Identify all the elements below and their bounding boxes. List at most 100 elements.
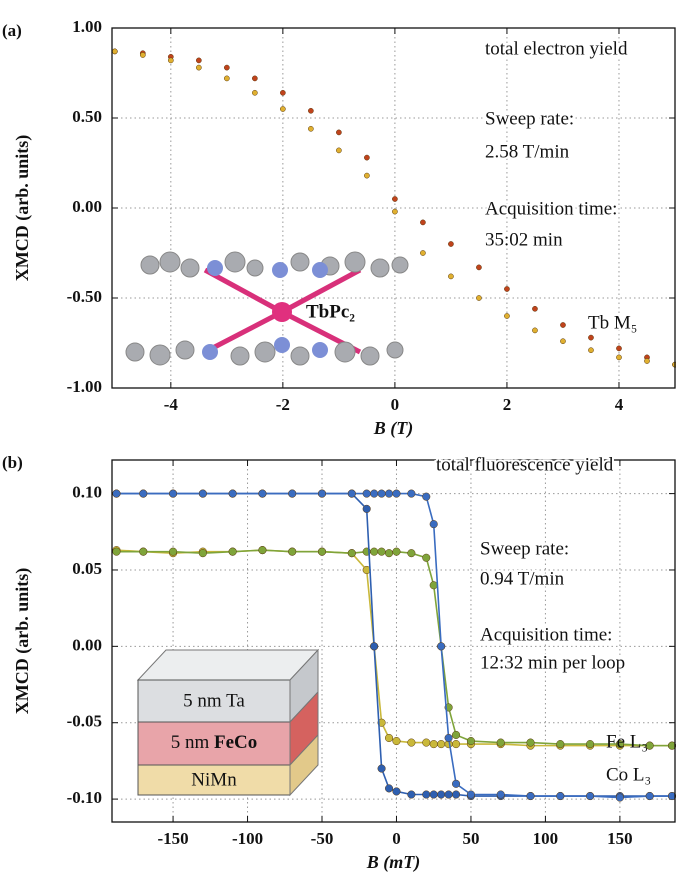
data-point <box>384 549 394 558</box>
y-tick-label: -0.10 <box>67 788 102 807</box>
data-point <box>384 489 394 498</box>
data-point <box>615 793 624 802</box>
annotation: 2.58 T/min <box>485 141 570 162</box>
data-point <box>258 546 267 555</box>
y-axis-label: XMCD (arb. units) <box>12 568 33 715</box>
data-point <box>588 334 594 341</box>
data-point <box>317 489 327 498</box>
annotation: 35:02 min <box>485 229 563 250</box>
y-tick-label: 0.05 <box>72 559 102 578</box>
plot-frame <box>111 27 676 389</box>
data-point <box>336 129 342 136</box>
data-point <box>223 75 230 82</box>
data-point <box>377 489 386 498</box>
data-point <box>496 790 505 799</box>
x-tick-label: 50 <box>462 829 479 848</box>
annotation: total fluorescence yield <box>436 454 614 475</box>
data-point <box>384 784 394 793</box>
data-point <box>384 733 394 743</box>
data-point <box>466 790 475 799</box>
data-point <box>560 338 566 345</box>
data-point <box>407 489 416 498</box>
annotation: total electron yield <box>485 38 628 59</box>
annotation: TbPc₂ <box>306 301 355 322</box>
layer-thickness: 5 nm <box>171 732 210 753</box>
x-tick-label: 0 <box>391 395 400 414</box>
y-tick-label: -0.50 <box>67 287 102 306</box>
data-point <box>615 740 624 749</box>
data-point <box>429 790 438 799</box>
layer-label: 5 nm FeCo <box>171 732 258 753</box>
data-point <box>429 740 438 749</box>
data-point <box>429 520 438 529</box>
data-point <box>407 738 416 747</box>
x-tick-label: 0 <box>392 829 401 848</box>
layer-stack-illustration <box>136 648 320 797</box>
data-point <box>476 264 482 271</box>
data-point <box>420 250 426 256</box>
data-point <box>448 241 454 247</box>
data-point <box>422 738 431 747</box>
data-point <box>280 89 286 96</box>
data-point <box>392 736 401 746</box>
data-point <box>437 642 446 651</box>
data-point <box>645 791 654 801</box>
data-point <box>252 75 258 82</box>
x-tick-label: -4 <box>164 395 179 414</box>
data-point <box>370 642 379 651</box>
data-point <box>362 489 371 498</box>
series-line <box>116 492 673 799</box>
data-point <box>448 273 454 280</box>
data-point <box>444 733 453 743</box>
x-tick-label: 4 <box>615 395 624 414</box>
x-axis-label: B (mT) <box>366 852 421 873</box>
y-tick-label: 0.50 <box>72 107 102 126</box>
data-point <box>616 345 622 352</box>
data-point <box>112 489 121 498</box>
data-point <box>280 106 286 112</box>
y-tick-label: -0.05 <box>67 712 102 731</box>
data-point <box>139 489 148 498</box>
data-point <box>198 549 207 558</box>
data-point <box>420 219 426 226</box>
data-point <box>407 790 416 799</box>
data-point <box>452 779 461 788</box>
data-point <box>392 547 401 556</box>
x-tick-label: 100 <box>533 829 559 848</box>
data-point <box>437 790 446 799</box>
data-point <box>169 489 178 498</box>
data-point <box>228 489 237 498</box>
data-point <box>526 738 535 747</box>
data-point <box>362 504 371 513</box>
data-point <box>644 358 650 364</box>
data-point <box>444 790 453 799</box>
data-point <box>228 547 237 556</box>
data-point <box>258 489 267 498</box>
x-tick-label: 150 <box>607 829 633 848</box>
annotation: Tb M₅ <box>588 312 637 333</box>
panel-label: (b) <box>2 453 23 472</box>
y-axis-label: XMCD (arb. units) <box>12 135 33 282</box>
data-point <box>223 64 230 71</box>
data-point <box>437 740 446 749</box>
panel-label: (a) <box>2 21 22 40</box>
layer-label: NiMn <box>191 769 237 790</box>
data-point <box>139 52 146 58</box>
data-point <box>422 790 431 799</box>
data-point <box>560 322 566 328</box>
data-point <box>392 208 398 215</box>
data-point <box>308 125 314 132</box>
annotation: 0.94 T/min <box>480 568 565 589</box>
data-point <box>139 547 148 556</box>
data-point <box>347 549 356 558</box>
plot-frame <box>111 459 676 823</box>
data-point <box>377 547 386 556</box>
data-point <box>288 547 297 556</box>
y-tick-label: 0.10 <box>72 483 102 502</box>
data-point <box>429 581 438 590</box>
data-point <box>466 736 475 746</box>
data-point <box>392 787 401 796</box>
y-tick-label: 0.00 <box>72 197 102 216</box>
data-point <box>422 492 431 501</box>
